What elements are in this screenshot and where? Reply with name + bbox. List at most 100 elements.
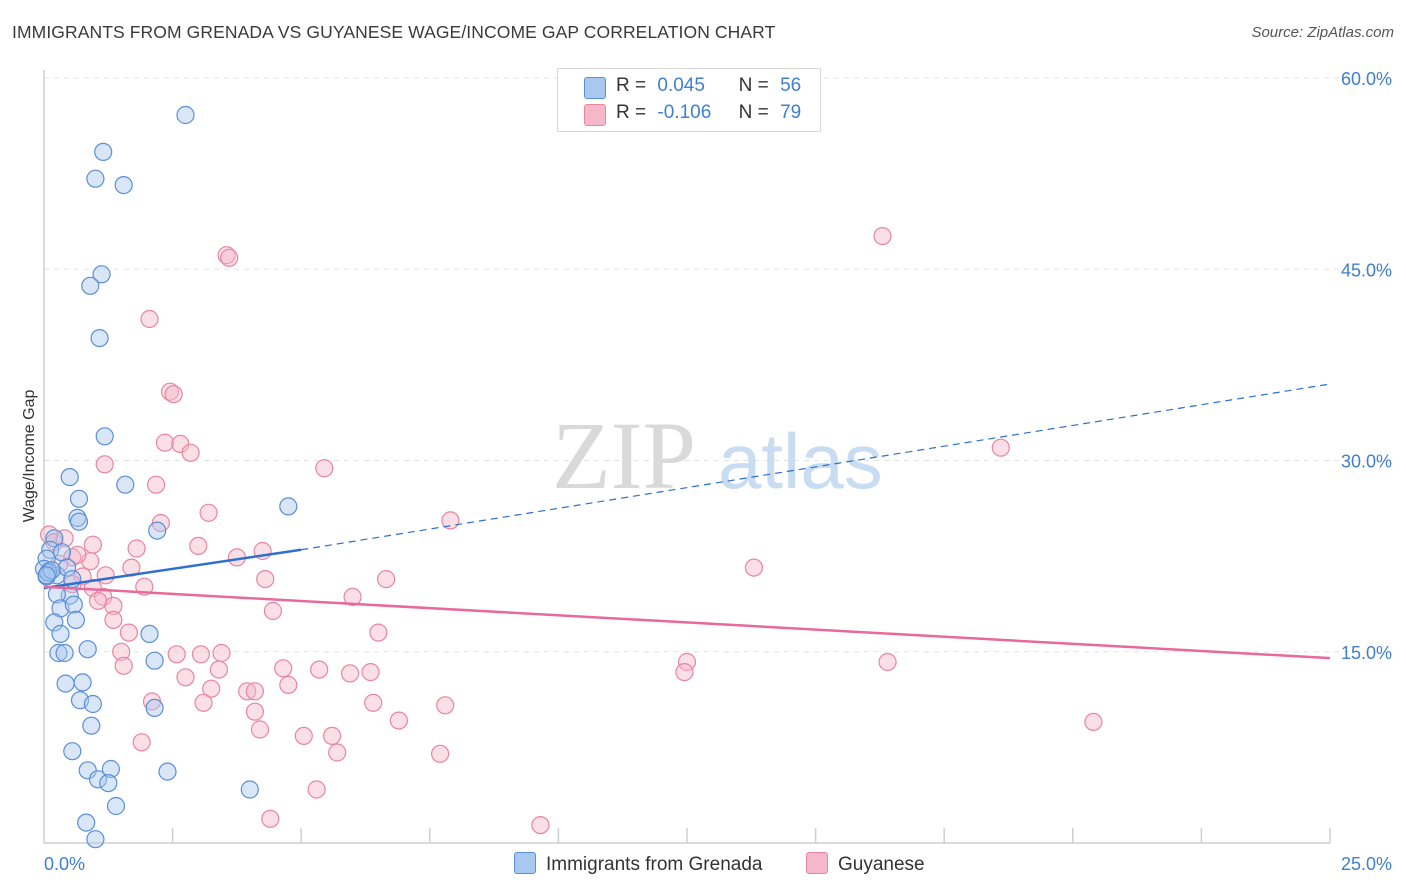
guyanese-point [361, 662, 380, 682]
guyanese-point [328, 743, 347, 762]
grenada-point [279, 497, 298, 516]
grenada-point [57, 558, 77, 577]
guyanese-point [744, 558, 764, 577]
guyanese-point [1084, 712, 1103, 732]
guyanese-point [389, 711, 408, 730]
grenada-point [83, 694, 103, 714]
y-axis-label: Wage/Income Gap [21, 390, 38, 523]
grenada-point [86, 830, 105, 849]
guyanese-legend-swatch [806, 852, 828, 874]
legend-item-guyanese: Guyanese [806, 852, 925, 876]
grenada-point [55, 643, 74, 663]
guyanese-point [245, 682, 264, 701]
guyanese-point [279, 675, 298, 695]
grenada-point [56, 674, 75, 693]
guyanese-point [127, 539, 146, 558]
grenada-point [176, 105, 195, 125]
guyanese-point [194, 693, 213, 712]
grenada-point [66, 610, 86, 630]
grenada-point [45, 529, 64, 548]
grenada-point [158, 762, 177, 781]
r-value: -0.106 [657, 102, 712, 123]
grenada-point [69, 512, 89, 531]
guyanese-point [441, 511, 460, 530]
guyanese-point [431, 744, 450, 763]
grenada-point [145, 698, 164, 718]
guyanese-point [164, 385, 183, 404]
r-label: R = [616, 75, 647, 96]
grenada-point [77, 813, 96, 832]
watermark: ZIP atlas [552, 402, 883, 509]
trend-lines [43, 383, 1331, 660]
guyanese-point [220, 248, 239, 267]
guyanese-point [675, 662, 694, 682]
grenada-point [69, 489, 89, 508]
grenada-point [63, 742, 82, 761]
guyanese-point [343, 587, 362, 607]
gridlines [44, 77, 1392, 653]
legend-label-grenada: Immigrants from Grenada [546, 854, 763, 875]
y-tick-label: 60.0% [1341, 69, 1392, 89]
watermark-zip: ZIP [552, 402, 696, 509]
grenada-point [148, 521, 167, 540]
legend-label-guyanese: Guyanese [838, 854, 925, 875]
grenada-point [42, 561, 61, 580]
n-value: 79 [780, 102, 802, 123]
guyanese-point [176, 668, 195, 687]
guyanese-point [307, 780, 326, 799]
guyanese-point [112, 642, 131, 661]
x-tick-label-min: 0.0% [44, 854, 85, 874]
guyanese-point [199, 503, 218, 522]
guyanese-point [531, 815, 550, 835]
y-tick-labels: 15.0% 30.0% 45.0% 60.0% [1341, 69, 1392, 663]
guyanese-point [155, 433, 174, 452]
guyanese-point [323, 726, 342, 746]
grenada-point [86, 169, 105, 188]
grenada-point [92, 265, 111, 284]
grenada-point [101, 759, 121, 779]
guyanese-point [377, 569, 396, 589]
guyanese-point [119, 623, 138, 642]
grenada-point [95, 427, 114, 446]
grenada-trend-line [43, 548, 302, 590]
grenada-point [82, 716, 101, 735]
r-value: 0.045 [657, 75, 705, 96]
guyanese-point [991, 438, 1010, 457]
guyanese-point [114, 656, 133, 675]
guyanese-point [245, 702, 264, 721]
watermark-atlas: atlas [718, 417, 883, 505]
guyanese-point [274, 659, 293, 678]
legend-item-grenada: Immigrants from Grenada [514, 852, 762, 876]
grenada-point [52, 543, 72, 562]
grenada-point [73, 673, 92, 692]
grenada-point [78, 761, 97, 780]
guyanese-point [83, 535, 103, 554]
guyanese-point [436, 696, 455, 715]
x-tick-marks [171, 828, 1331, 843]
grenada-point [140, 624, 159, 644]
guyanese-point [167, 645, 186, 664]
source-credit: Source: ZipAtlas.com [1251, 24, 1394, 41]
grenada-point [81, 276, 100, 295]
guyanese-point [310, 660, 329, 679]
guyanese-point [341, 664, 360, 683]
guyanese-points [39, 227, 1103, 835]
guyanese-swatch [584, 104, 606, 126]
grenada-legend-swatch [514, 852, 536, 874]
grenada-point [94, 142, 113, 161]
grenada-point [116, 475, 135, 494]
guyanese-point [873, 227, 892, 246]
grenada-point [145, 651, 164, 670]
guyanese-point [212, 643, 231, 663]
guyanese-point [263, 601, 282, 621]
guyanese-point [189, 536, 208, 556]
guyanese-point [95, 455, 114, 474]
grenada-point [106, 796, 126, 816]
guyanese-point [96, 566, 115, 585]
guyanese-point [68, 545, 87, 564]
grenada-point [45, 613, 64, 632]
grenada-point [90, 329, 109, 348]
guyanese-point [294, 726, 313, 746]
guyanese-point [181, 443, 200, 462]
